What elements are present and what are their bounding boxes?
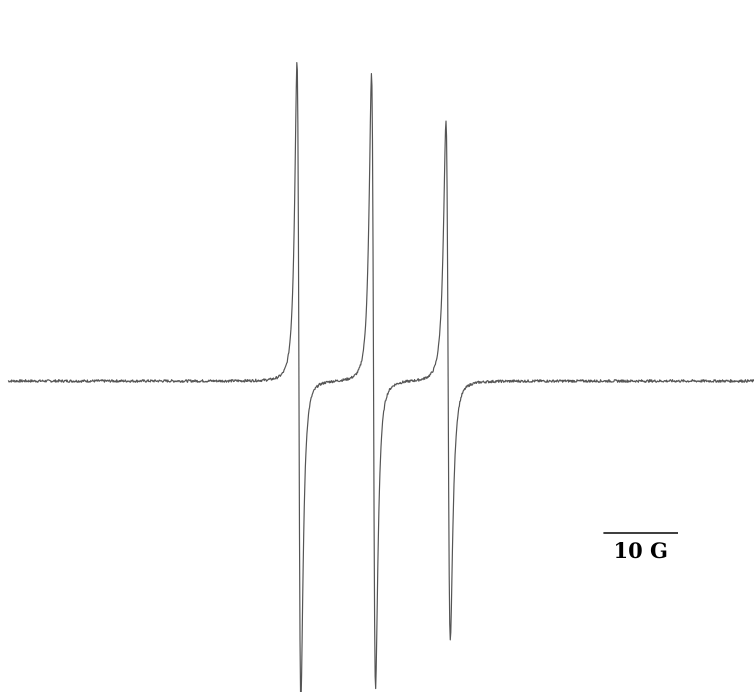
spectrum-trace xyxy=(7,62,754,692)
plot-area xyxy=(7,62,754,692)
scale-bar-label: 10 G xyxy=(613,538,667,563)
scale-bar: 10 G xyxy=(603,532,678,563)
